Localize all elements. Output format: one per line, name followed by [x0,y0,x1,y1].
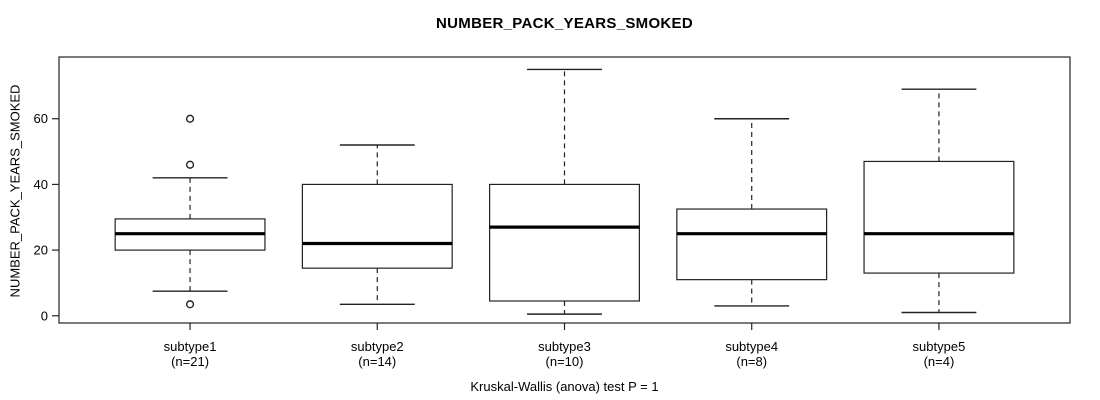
x-category-label: subtype5 [913,339,966,354]
y-tick-label: 40 [34,177,48,192]
stat-test-caption: Kruskal-Wallis (anova) test P = 1 [470,379,659,394]
x-category-n-label: (n=21) [171,354,209,369]
x-category-n-label: (n=4) [924,354,955,369]
outlier-point [185,160,195,169]
iqr-box [301,183,453,269]
outlier-point [185,300,195,309]
x-category-label: subtype2 [351,339,404,354]
y-tick-label: 0 [41,308,48,323]
chart-title: NUMBER_PACK_YEARS_SMOKED [436,15,693,32]
x-category-label: subtype4 [725,339,778,354]
x-category-n-label: (n=10) [546,354,584,369]
y-tick-label: 20 [34,243,48,258]
iqr-box [676,208,828,281]
outlier-point [185,114,195,123]
x-category-label: subtype1 [164,339,217,354]
iqr-box [863,160,1015,274]
y-tick-label: 60 [34,111,48,126]
x-category-n-label: (n=14) [358,354,396,369]
x-category-label: subtype3 [538,339,591,354]
x-category-n-label: (n=8) [736,354,767,369]
iqr-box [489,183,640,302]
